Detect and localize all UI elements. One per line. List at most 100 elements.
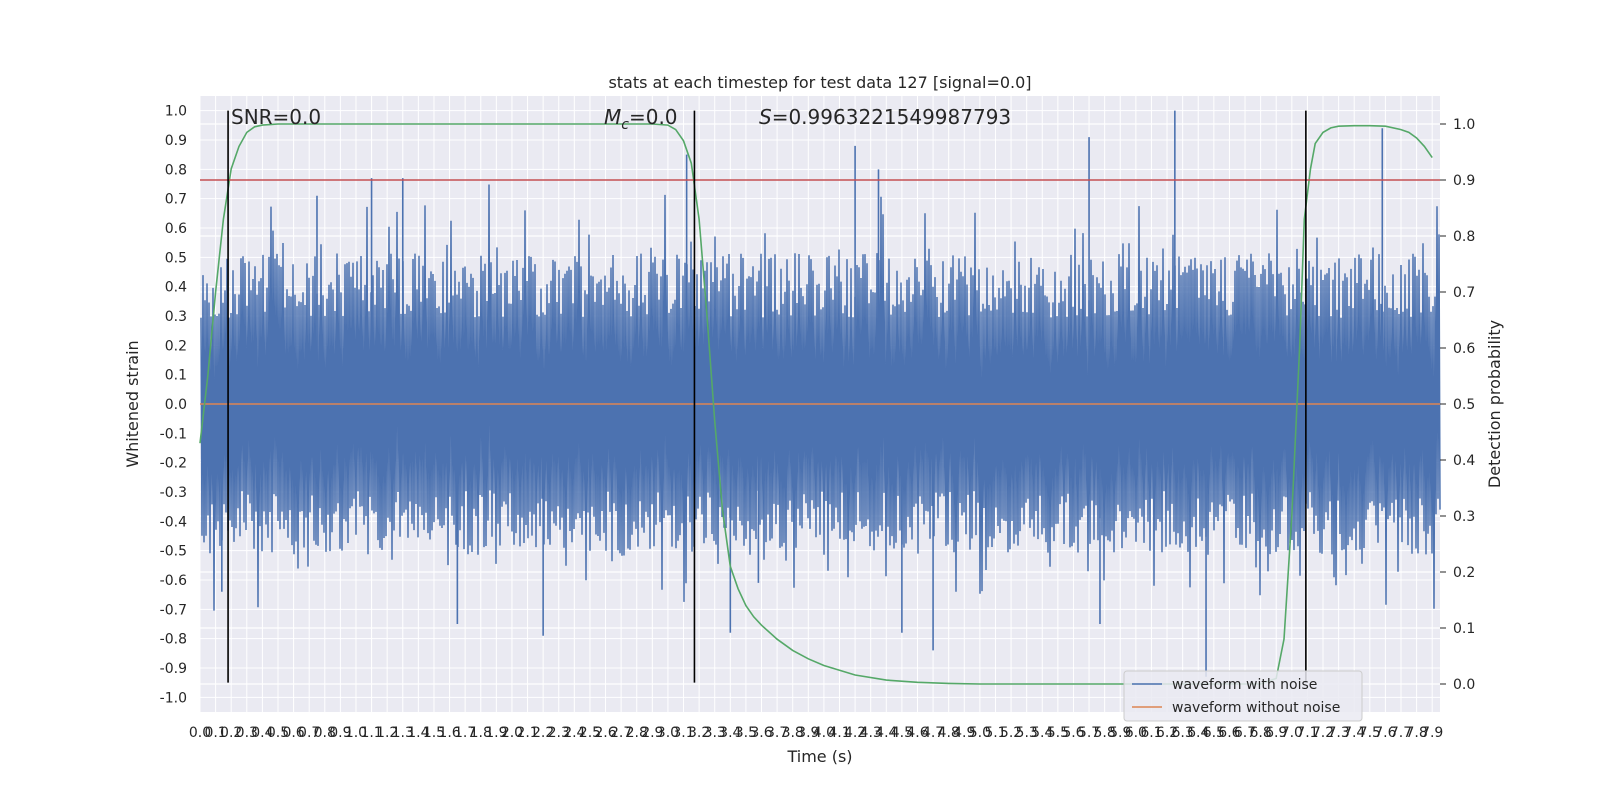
y-axis-left: 1.0 0.9 0.8 0.7 0.6 0.5 0.4 0.3 0.2 0.1 0.0 -0.1 -0.…	[160, 104, 187, 707]
x-tick-label: 3.2	[688, 725, 710, 741]
event-lines	[227, 110, 1307, 683]
y-axis-label: Whitened strain	[123, 340, 142, 467]
x-tick-label: 2.8	[626, 725, 648, 741]
y-tick-label: 0.9	[165, 133, 187, 149]
mc-symbol: M	[604, 105, 621, 129]
y-tick-label: -0.2	[160, 456, 187, 472]
y-axis-right: 1.0 0.9 0.8 0.7 0.6 0.5 0.4 0.3 0.2 0.1 0.0	[1440, 117, 1475, 693]
x-tick-label: 4.3	[860, 725, 882, 741]
x-tick-label: 3.6	[750, 725, 772, 741]
x-tick-label: 7.1	[1296, 725, 1318, 741]
y-tick-label: -0.9	[160, 661, 187, 677]
legend-label-clean: waveform without noise	[1172, 700, 1340, 716]
y-tick-label: 0.6	[165, 221, 187, 237]
x-tick-label: 7.2	[1312, 725, 1334, 741]
y2-tick-label: 0.8	[1453, 229, 1475, 245]
legend-box	[1123, 670, 1363, 722]
y-tick-label: 0.5	[165, 250, 187, 266]
x-tick-label: 7.7	[1390, 725, 1412, 741]
line-series	[199, 123, 1440, 685]
y-tick-label: -1.0	[160, 690, 187, 706]
y2-tick-label: 0.4	[1453, 453, 1475, 469]
x-tick-label: 4.5	[891, 725, 913, 741]
x-tick-label: 2.0	[501, 725, 523, 741]
x-axis: 0.00.10.20.30.40.50.60.70.80.91.01.11.21…	[189, 725, 1443, 741]
x-tick-label: 6.7	[1234, 725, 1256, 741]
x-tick-label: 7.6	[1374, 725, 1396, 741]
x-tick-label: 0.8	[314, 725, 336, 741]
x-tick-label: 6.9	[1265, 725, 1287, 741]
y-tick-label: 0.8	[165, 162, 187, 178]
mc-value: =0.0	[629, 105, 678, 129]
y-tick-label: -0.8	[160, 632, 187, 648]
x-tick-label: 2.7	[610, 725, 632, 741]
x-tick-label: 3.0	[657, 725, 679, 741]
x-tick-label: 4.8	[938, 725, 960, 741]
x-tick-label: 1.4	[407, 725, 429, 741]
x-tick-label: 5.3	[1016, 725, 1038, 741]
y-tick-label: 0.1	[165, 368, 187, 384]
x-tick-label: 2.6	[594, 725, 616, 741]
legend: waveform with noise waveform without noi…	[1123, 670, 1363, 722]
x-tick-label: 6.5	[1203, 725, 1225, 741]
x-tick-label: 1.6	[438, 725, 460, 741]
x-tick-label: 4.2	[844, 725, 866, 741]
x-axis-label: Time (s)	[786, 747, 852, 766]
y-tick-label: -0.1	[160, 426, 187, 442]
x-tick-label: 5.7	[1078, 725, 1100, 741]
x-tick-label: 2.4	[563, 725, 585, 741]
x-tick-label: 7.3	[1327, 725, 1349, 741]
x-tick-label: 3.4	[719, 725, 741, 741]
s-symbol: S	[759, 105, 772, 129]
y2-tick-label: 0.9	[1453, 173, 1475, 189]
y-tick-label: 0.3	[165, 309, 187, 325]
x-tick-label: 5.4	[1031, 725, 1053, 741]
x-tick-label: 4.7	[922, 725, 944, 741]
x-tick-label: 3.3	[704, 725, 726, 741]
x-tick-label: 1.0	[345, 725, 367, 741]
y2-tick-label: 0.6	[1453, 341, 1475, 357]
x-tick-label: 2.5	[579, 725, 601, 741]
x-tick-label: 5.8	[1094, 725, 1116, 741]
x-tick-label: 7.8	[1405, 725, 1427, 741]
x-tick-label: 6.2	[1156, 725, 1178, 741]
x-tick-label: 0.3	[236, 725, 258, 741]
x-tick-label: 4.1	[828, 725, 850, 741]
x-tick-label: 0.4	[251, 725, 273, 741]
x-tick-label: 4.6	[906, 725, 928, 741]
legend-label-noise: waveform with noise	[1172, 677, 1317, 693]
series-line-2	[199, 123, 1433, 685]
x-tick-label: 1.1	[360, 725, 382, 741]
x-tick-label: 5.5	[1047, 725, 1069, 741]
x-tick-label: 0.6	[282, 725, 304, 741]
x-tick-label: 2.3	[548, 725, 570, 741]
y-tick-label: -0.3	[160, 485, 187, 501]
x-tick-label: 7.9	[1421, 725, 1443, 741]
x-tick-label: 1.9	[485, 725, 507, 741]
y-tick-label: -0.6	[160, 573, 187, 589]
y2-tick-label: 0.5	[1453, 397, 1475, 413]
y2-tick-label: 0.7	[1453, 285, 1475, 301]
x-tick-label: 3.7	[766, 725, 788, 741]
x-tick-label: 2.9	[641, 725, 663, 741]
y2-tick-label: 1.0	[1453, 117, 1475, 133]
x-tick-label: 5.9	[1109, 725, 1131, 741]
chart-title: stats at each timestep for test data 127…	[608, 73, 1031, 92]
mc-annotation: Mc=0.0	[604, 105, 678, 133]
y-tick-label: 0.7	[165, 192, 187, 208]
x-tick-label: 5.2	[1000, 725, 1022, 741]
x-tick-label: 1.7	[454, 725, 476, 741]
y-tick-label: 0.2	[165, 338, 187, 354]
x-tick-label: 6.1	[1140, 725, 1162, 741]
y-tick-label: 0.0	[165, 397, 187, 413]
y2-axis-label: Detection probability	[1485, 320, 1504, 488]
x-tick-label: 0.9	[329, 725, 351, 741]
x-tick-label: 2.2	[532, 725, 554, 741]
x-tick-label: 1.8	[470, 725, 492, 741]
mc-subscript: c	[621, 117, 629, 133]
x-tick-label: 4.0	[813, 725, 835, 741]
x-tick-label: 7.5	[1359, 725, 1381, 741]
x-tick-label: 0.1	[204, 725, 226, 741]
y2-tick-label: 0.3	[1453, 509, 1475, 525]
x-tick-label: 5.6	[1062, 725, 1084, 741]
